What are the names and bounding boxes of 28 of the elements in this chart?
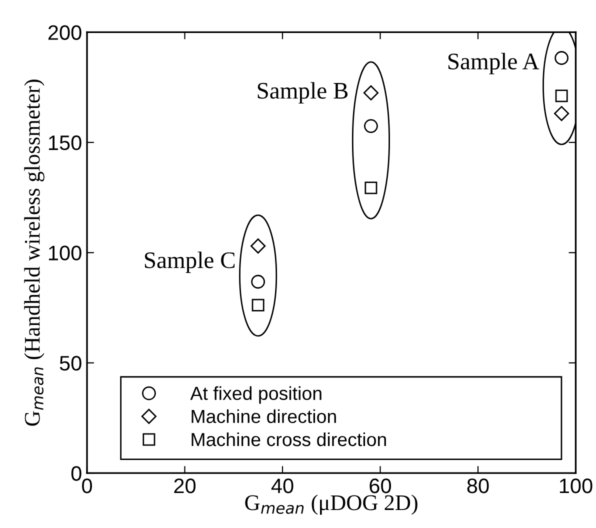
x-tick-label: 100 (560, 478, 592, 494)
y-tick-label: 0 (71, 466, 82, 481)
point (251, 274, 266, 289)
x-axis-title: G$_{mean}$ (μDOG 2D) (245, 494, 418, 515)
annotation: Sample A (448, 52, 540, 74)
legend-label: Machine cross direction (192, 432, 386, 446)
point (554, 106, 570, 122)
point (364, 182, 378, 194)
point (252, 298, 264, 312)
point (363, 85, 379, 100)
point (364, 119, 378, 134)
y-tick-label: 50 (60, 356, 82, 371)
x-tick-label: 0 (82, 478, 92, 494)
x-tick-label: 40 (271, 478, 294, 494)
legend-label: At fixed position (190, 386, 322, 404)
x-tick-label: 60 (370, 478, 392, 494)
annotation: Sample B (258, 82, 348, 104)
point (250, 238, 266, 254)
point (554, 51, 569, 65)
x-tick-label: 20 (174, 478, 196, 494)
y-tick-label: 100 (48, 246, 82, 260)
legend-label: Machine direction (192, 409, 336, 424)
x-tick-label: 80 (467, 478, 489, 494)
point (555, 90, 568, 102)
y-tick-label: 200 (48, 25, 82, 40)
y-axis-title: G$_{mean}$ (Handheld wireless glossmeter) (24, 80, 44, 426)
annotation: Sample C (144, 252, 235, 274)
y-tick-label: 150 (48, 135, 82, 150)
